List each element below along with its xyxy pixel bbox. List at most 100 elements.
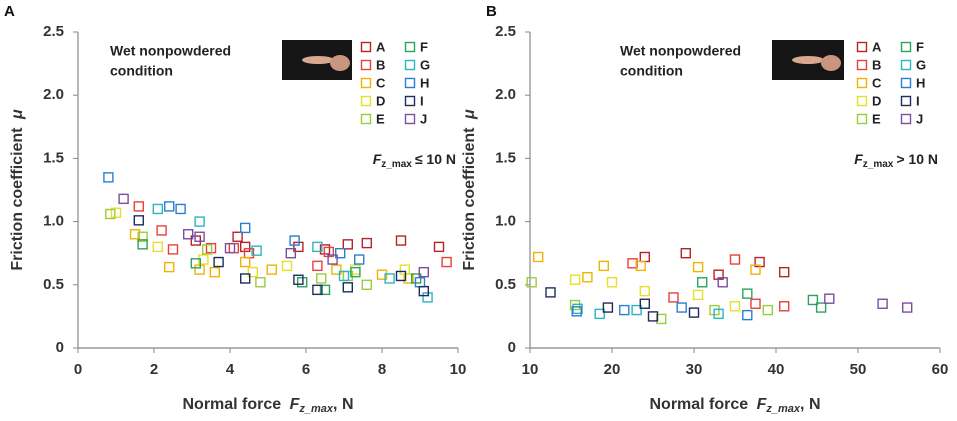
y-tick-label: 0.5 [495,276,516,293]
x-label-text: Normal force [649,396,752,413]
x-label-sub: z_max [765,403,801,415]
legend-label: F [916,39,924,54]
marker [342,239,353,250]
marker [361,279,372,290]
legend-label: F [420,39,428,54]
marker [239,273,251,284]
photo-a [282,40,352,80]
marker [266,264,277,275]
x-tick-label: 0 [74,361,82,378]
marker [129,229,141,240]
y-label-var: μ [9,109,26,120]
marker [598,260,609,272]
marker [692,261,704,273]
marker [232,231,243,242]
marker [676,302,687,313]
y-tick-label: 2.5 [495,23,516,40]
panel-label: A [4,3,15,20]
y-tick-label: 0.5 [43,276,64,293]
marker [680,247,691,259]
x-label-tail: , N [800,396,820,413]
marker [163,261,175,273]
marker [411,273,422,284]
marker [441,256,452,268]
legend-marker [900,59,912,71]
marker [312,284,323,296]
legend-marker [900,95,912,107]
marker [750,298,761,309]
marker [395,270,407,282]
marker [137,231,148,242]
marker [742,288,753,299]
annotation: Wet nonpowdered [620,43,741,59]
marker [729,254,741,265]
condition-var: F [854,151,863,167]
legend-marker [404,41,416,53]
legend-marker [900,41,912,53]
legend-marker [404,95,416,107]
y-tick-label: 0 [508,339,516,356]
marker [213,256,224,268]
marker [251,245,262,256]
marker [692,289,704,301]
marker [105,208,116,220]
marker [118,193,129,205]
x-tick-label: 10 [522,361,539,378]
marker [285,247,296,259]
marker [110,207,122,218]
marker [762,304,773,316]
x-label-tail: , N [333,396,353,413]
y-tick-label: 2.5 [43,23,64,40]
legend-marker [856,113,868,125]
marker [293,274,304,285]
marker [779,266,790,278]
x-tick-label: 30 [686,361,703,378]
x-axis-label: Normal force Fz_max, N [649,396,820,415]
x-axis-label: Normal force Fz_max, N [182,396,353,415]
legend-marker [360,113,372,125]
marker [152,241,164,253]
legend-label: H [420,75,429,90]
marker [395,235,407,246]
marker [545,287,556,298]
marker [639,251,650,263]
marker [602,302,614,313]
x-tick-label: 60 [932,361,949,378]
x-tick-label: 4 [226,361,235,378]
legend-label: J [916,111,923,126]
marker [190,258,202,269]
condition-tail: ≤ 10 N [415,151,456,167]
legend-marker [360,59,372,71]
marker [338,270,350,282]
marker [713,308,724,320]
marker [342,282,353,293]
x-tick-label: 8 [378,361,386,378]
y-axis-label: Friction coefficient μ [461,109,478,271]
marker [281,260,293,272]
legend-label: D [376,93,385,108]
x-label-var: F [290,396,301,413]
marker [433,241,445,253]
x-tick-label: 40 [768,361,785,378]
legend-label: D [872,93,881,108]
marker [175,203,186,215]
marker [198,254,209,265]
marker [807,294,819,306]
marker [361,237,372,249]
marker [717,277,728,288]
marker [668,292,679,303]
y-tick-label: 2.0 [495,86,516,103]
marker [631,304,642,316]
legend-label: E [872,111,881,126]
marker [293,241,304,253]
legend-marker [404,77,416,89]
marker [418,266,429,278]
marker [902,302,913,313]
legend-marker [900,113,912,125]
y-tick-label: 1.5 [495,149,516,166]
legend-label: E [376,111,385,126]
marker [594,308,605,320]
marker [194,231,205,242]
marker [350,266,361,278]
